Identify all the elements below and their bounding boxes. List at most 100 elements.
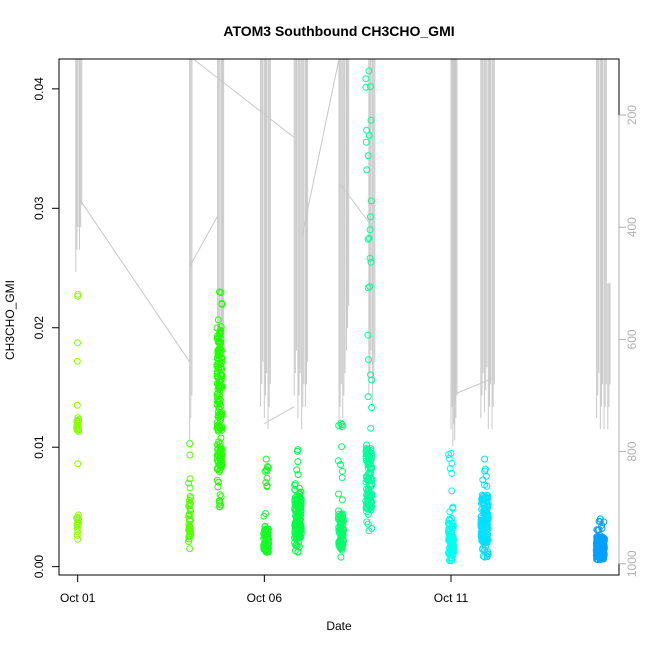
data-point-7-75 bbox=[446, 515, 454, 523]
data-point-8-149 bbox=[481, 504, 489, 512]
data-point-6-121 bbox=[363, 166, 371, 174]
data-point-4-129 bbox=[297, 502, 305, 510]
data-point-2-177 bbox=[216, 440, 224, 448]
pressure-transit-6 bbox=[450, 378, 493, 396]
x-axis: Oct 01 Oct 06 Oct 11 bbox=[60, 574, 469, 605]
data-point-2-66 bbox=[214, 483, 222, 491]
data-point-extreme-0-0 bbox=[74, 535, 82, 543]
data-point-2-121 bbox=[216, 424, 224, 432]
data-point-extreme-3-0 bbox=[262, 548, 270, 556]
data-point-5-15 bbox=[337, 461, 344, 469]
data-point-7-86 bbox=[446, 549, 453, 557]
data-point-4-100 bbox=[293, 531, 301, 539]
data-point-5-54 bbox=[338, 521, 346, 529]
data-point-3-64 bbox=[263, 534, 271, 542]
data-point-6-91 bbox=[367, 424, 375, 432]
data-point-6-22 bbox=[368, 404, 376, 411]
data-point-5-86 bbox=[337, 542, 345, 550]
data-point-6-129 bbox=[364, 284, 372, 292]
data-point-5-87 bbox=[338, 511, 346, 519]
data-point-0-17 bbox=[73, 521, 81, 529]
data-point-6-122 bbox=[364, 477, 372, 485]
data-point-9-129 bbox=[596, 518, 604, 526]
data-point-4-60 bbox=[293, 466, 301, 474]
data-point-2-193 bbox=[214, 478, 222, 486]
data-point-6-113 bbox=[367, 445, 375, 453]
data-point-6-52 bbox=[364, 331, 372, 339]
data-point-1-33 bbox=[186, 475, 194, 483]
pressure-transit-0 bbox=[79, 198, 191, 363]
y-axis-label: CH3CHO_GMI bbox=[3, 280, 17, 360]
data-point-4-45 bbox=[291, 539, 299, 546]
chart-title: ATOM3 Southbound CH3CHO_GMI bbox=[223, 23, 454, 39]
data-point-2-176 bbox=[213, 451, 221, 459]
data-point-7-89 bbox=[446, 541, 454, 549]
y2-axis: 200 400 600 800 1000 bbox=[618, 105, 639, 577]
data-point-2-191 bbox=[216, 349, 224, 357]
data-point-8-143 bbox=[479, 495, 486, 503]
data-point-8-123 bbox=[484, 551, 492, 559]
data-point-extreme-7-1 bbox=[447, 449, 455, 457]
data-point-extreme-4-0 bbox=[294, 548, 302, 556]
data-point-6-119 bbox=[367, 116, 375, 124]
data-point-4-87 bbox=[294, 458, 302, 466]
data-point-2-195 bbox=[215, 334, 223, 342]
data-point-0-24 bbox=[73, 401, 81, 409]
data-point-3-33 bbox=[263, 483, 271, 490]
data-point-3-49 bbox=[263, 467, 271, 475]
data-point-8-138 bbox=[480, 521, 488, 529]
data-point-6-65 bbox=[366, 226, 374, 234]
data-point-7-67 bbox=[446, 525, 454, 533]
data-point-8-148 bbox=[481, 495, 489, 503]
data-point-extreme-5-1 bbox=[337, 419, 345, 427]
data-point-9-147 bbox=[594, 526, 602, 534]
data-point-9-157 bbox=[600, 542, 608, 550]
data-point-8-144 bbox=[482, 472, 490, 480]
data-point-7-46 bbox=[449, 504, 457, 512]
data-point-6-53 bbox=[362, 83, 370, 91]
data-point-6-78 bbox=[364, 520, 372, 528]
pressure-transit-2 bbox=[193, 58, 295, 138]
x-tick-label-2: Oct 11 bbox=[434, 591, 469, 605]
data-point-6-80 bbox=[368, 376, 376, 384]
data-point-6-104 bbox=[365, 472, 373, 480]
data-point-5-18 bbox=[334, 457, 342, 465]
data-point-1-37 bbox=[186, 523, 194, 531]
y-tick-label-3: 0.03 bbox=[32, 196, 46, 220]
data-point-2-31 bbox=[216, 499, 224, 507]
data-point-2-83 bbox=[218, 300, 226, 307]
data-point-4-75 bbox=[291, 481, 299, 489]
data-point-2-190 bbox=[216, 387, 224, 395]
data-point-0-11 bbox=[73, 357, 81, 365]
data-point-1-39 bbox=[186, 515, 194, 523]
data-point-2-198 bbox=[217, 383, 225, 391]
y-tick-label-4: 0.04 bbox=[32, 77, 46, 101]
data-point-2-155 bbox=[218, 372, 226, 380]
data-point-7-80 bbox=[448, 532, 456, 540]
data-point-5-21 bbox=[338, 467, 346, 475]
data-point-0-7 bbox=[74, 339, 81, 347]
data-point-extreme-8-0 bbox=[481, 553, 489, 561]
data-point-4-97 bbox=[294, 471, 302, 479]
data-point-extreme-1-1 bbox=[186, 440, 194, 448]
data-point-1-28 bbox=[185, 479, 193, 487]
data-point-7-76 bbox=[449, 525, 457, 532]
data-point-8-125 bbox=[483, 491, 491, 499]
data-point-extreme-1-0 bbox=[186, 545, 194, 553]
data-point-0-18 bbox=[74, 460, 82, 468]
data-point-6-2 bbox=[365, 132, 373, 139]
data-point-extreme-3-1 bbox=[262, 455, 270, 463]
data-point-3-68 bbox=[262, 466, 270, 474]
data-point-9-141 bbox=[598, 521, 606, 529]
pressure-transit-4 bbox=[301, 58, 340, 239]
x-axis-label: Date bbox=[326, 619, 352, 633]
data-point-4-119 bbox=[291, 486, 299, 494]
y2-tick-label-2: 600 bbox=[625, 329, 639, 349]
data-point-7-74 bbox=[448, 469, 456, 477]
data-point-6-128 bbox=[367, 491, 375, 499]
y-tick-label-1: 0.01 bbox=[32, 435, 46, 459]
data-point-6-94 bbox=[367, 499, 375, 507]
data-point-6-103 bbox=[367, 197, 375, 205]
data-point-8-127 bbox=[483, 525, 491, 533]
data-point-7-87 bbox=[450, 549, 457, 557]
